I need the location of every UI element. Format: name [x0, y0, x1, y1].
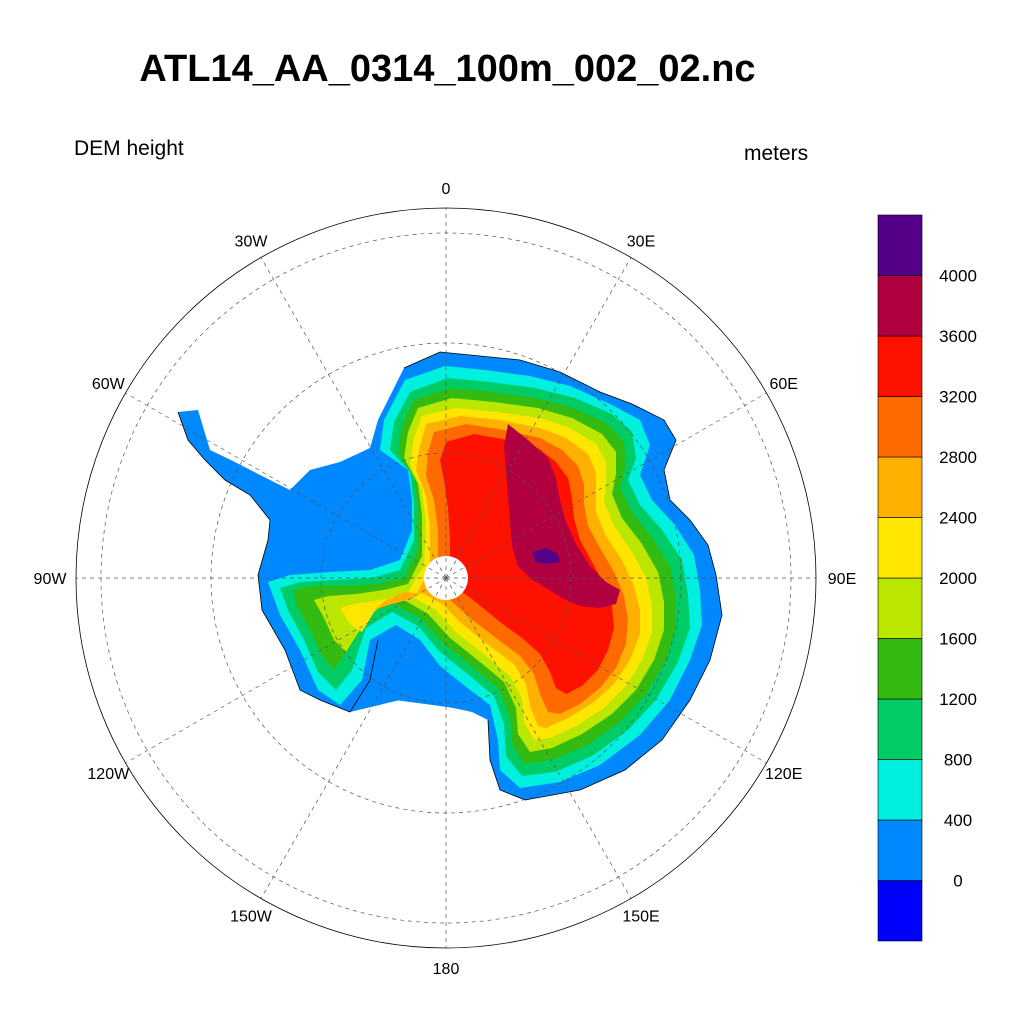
meridian-line: [125, 577, 447, 764]
meridian-line: [445, 392, 767, 579]
longitude-label: 60W: [92, 376, 126, 393]
colorbar-segment: [877, 456, 923, 518]
longitude-label: 150E: [622, 909, 659, 926]
colorbar-tick-label: 2400: [939, 509, 977, 528]
longitude-label: 90E: [828, 571, 856, 588]
meridian-line: [445, 257, 632, 579]
colorbar-segment: [877, 638, 923, 700]
colorbar-tick-label: 1200: [939, 690, 977, 709]
colorbar-segment: [877, 880, 923, 942]
colorbar: 0 400 800 1200 1600 2000 2400 2800 3200 3600 4000: [877, 214, 977, 942]
colorbar-segment: [877, 517, 923, 579]
meridian-line: [125, 392, 447, 579]
map-boundary: [75, 207, 817, 949]
colorbar-segment: [877, 214, 923, 276]
colorbar-tick-label: 3600: [939, 327, 977, 346]
ross-ice-shelf: [370, 610, 490, 712]
colorbar-tick-label: 400: [944, 811, 972, 830]
colorbar-tick-label: 3200: [939, 388, 977, 407]
units-label: meters: [744, 142, 809, 165]
longitude-label: 150W: [230, 909, 273, 926]
meridian-line: [445, 577, 767, 764]
meridian-line: [260, 257, 447, 579]
longitude-label: 120W: [87, 766, 130, 783]
longitude-label: 60E: [769, 376, 797, 393]
longitude-label: 30E: [627, 233, 655, 250]
continent: [177, 351, 723, 801]
band-4000: [532, 548, 560, 564]
longitude-label: 30W: [235, 233, 269, 250]
band-3600: [504, 424, 620, 608]
colorbar-tick-label: 800: [944, 751, 972, 770]
longitude-label: 120E: [765, 766, 802, 783]
longitude-label: 90W: [34, 571, 68, 588]
longitude-label: 180: [433, 961, 460, 978]
meridian-line: [445, 577, 632, 899]
variable-label: DEM height: [74, 137, 184, 160]
colorbar-tick-label: 1600: [939, 630, 977, 649]
colorbar-segment: [877, 275, 923, 337]
colorbar-segment: [877, 698, 923, 760]
coastline: [177, 351, 723, 801]
map-title: ATL14_AA_0314_100m_002_02.nc: [139, 48, 756, 90]
colorbar-tick-label: 0: [953, 872, 962, 891]
colorbar-segment: [877, 819, 923, 881]
graticule: [76, 208, 816, 948]
longitude-labels: 0 30E 60E 90E 120E 150E 180 150W 120W 90W 60W 30W: [34, 181, 857, 978]
colorbar-tick-label: 4000: [939, 267, 977, 286]
meridian-line: [260, 577, 447, 899]
latitude-circle: [320, 452, 572, 704]
colorbar-tick-label: 2000: [939, 569, 977, 588]
ronne-ice-shelf: [276, 470, 410, 570]
colorbar-segment: [877, 759, 923, 821]
longitude-label: 0: [442, 181, 451, 198]
colorbar-tick-label: 2800: [939, 448, 977, 467]
colorbar-segment: [877, 396, 923, 458]
colorbar-segment: [877, 577, 923, 639]
colorbar-segment: [877, 335, 923, 397]
